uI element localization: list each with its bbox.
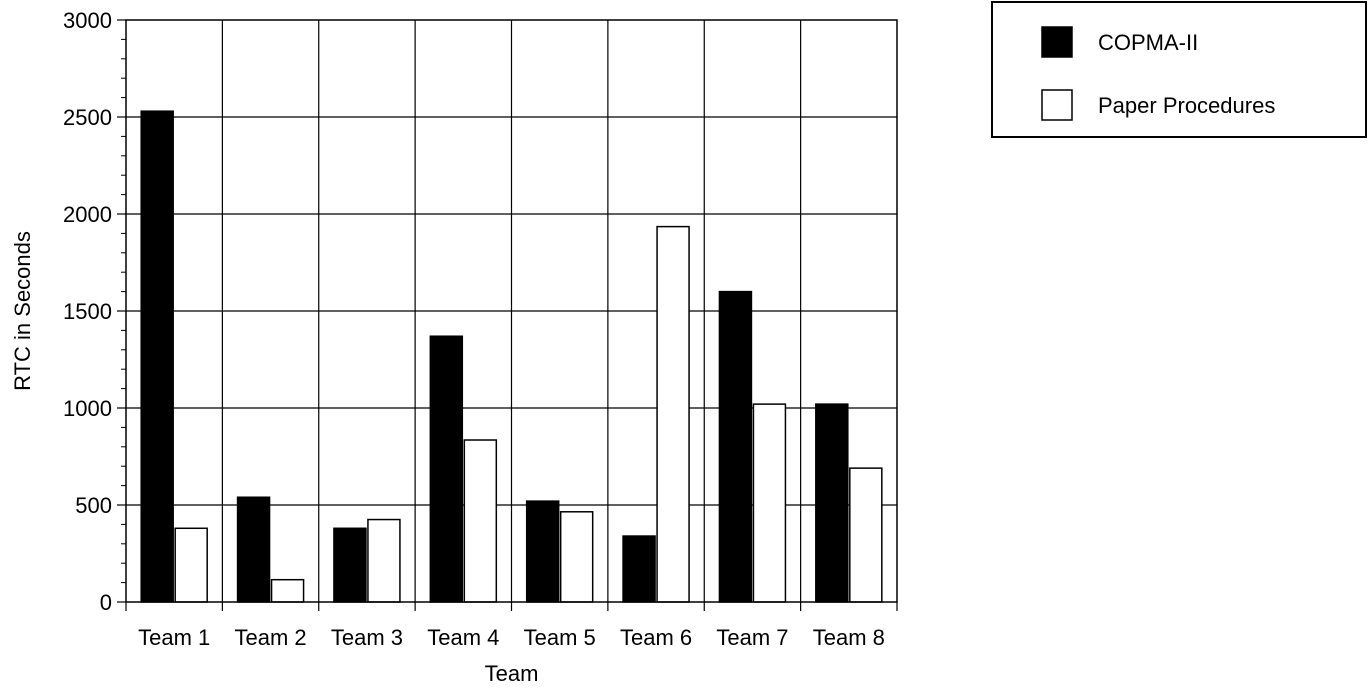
bar-paper-procedures-team-8 (849, 467, 883, 603)
bar-paper-procedures-team-5 (559, 511, 594, 603)
y-axis-title: RTC in Seconds (10, 231, 35, 391)
x-tick-label: Team 8 (813, 625, 885, 650)
bar-copma-ii-team-3 (333, 527, 367, 603)
legend: COPMA-II Paper Procedures (991, 1, 1367, 138)
legend-label-copma-ii: COPMA-II (1098, 30, 1198, 55)
bar-paper-procedures-team-3 (367, 518, 401, 603)
x-tick-label: Team 4 (427, 625, 499, 650)
x-tick-label: Team 2 (234, 625, 306, 650)
legend-swatch-paper-procedures (1041, 89, 1073, 121)
y-tick-label: 0 (100, 590, 112, 615)
bar-copma-ii-team-1 (140, 110, 174, 603)
x-tick-label: Team 7 (716, 625, 788, 650)
x-tick-labels: Team 1 Team 2 Team 3 Team 4 Team 5 Team 6 Team… (138, 625, 885, 650)
bar-copma-ii-team-5 (525, 500, 560, 603)
x-axis-title: Team (485, 661, 539, 686)
bar-paper-procedures-team-2 (270, 578, 305, 603)
bar-copma-ii-team-7 (718, 290, 753, 603)
y-tick-label: 1500 (63, 299, 112, 324)
x-tick-label: Team 6 (620, 625, 692, 650)
y-tick-label: 2500 (63, 105, 112, 130)
bar-copma-ii-team-4 (429, 335, 464, 603)
legend-swatch-copma-ii (1041, 26, 1073, 58)
grid-lines (126, 20, 897, 602)
y-tick-labels: 0 500 1000 1500 2000 2500 3000 (63, 8, 112, 615)
x-tick-label: Team 3 (331, 625, 403, 650)
bar-copma-ii-team-2 (236, 496, 271, 603)
y-tick-label: 3000 (63, 8, 112, 33)
axes (117, 19, 898, 611)
bar-paper-procedures-team-1 (174, 527, 208, 603)
y-tick-label: 500 (75, 493, 112, 518)
bars-group (140, 110, 883, 603)
y-tick-label: 2000 (63, 202, 112, 227)
bar-copma-ii-team-6 (622, 535, 656, 603)
bar-paper-procedures-team-4 (463, 439, 498, 603)
bar-paper-procedures-team-7 (752, 403, 787, 603)
x-tick-label: Team 5 (524, 625, 596, 650)
bar-copma-ii-team-8 (815, 403, 849, 603)
bar-paper-procedures-team-6 (656, 225, 690, 603)
y-tick-label: 1000 (63, 396, 112, 421)
x-tick-label: Team 1 (138, 625, 210, 650)
legend-label-paper-procedures: Paper Procedures (1098, 93, 1275, 118)
